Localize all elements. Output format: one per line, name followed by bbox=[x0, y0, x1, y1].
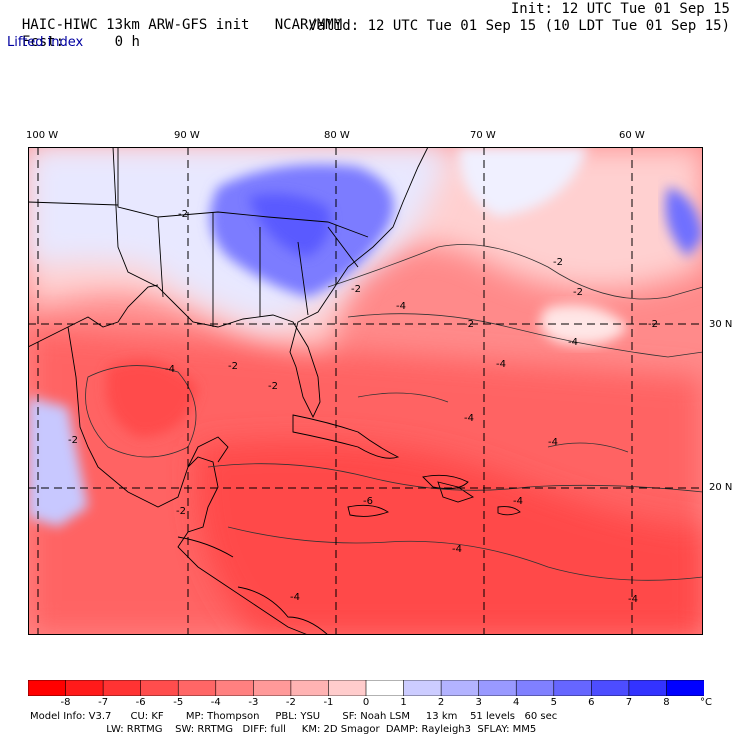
contour-label: -4 bbox=[513, 496, 523, 507]
lifted-index-map[interactable]: -2 -2 -2 -2 -2 -2 -2 -2 -2 -2 -4 -4 -4 -… bbox=[28, 147, 703, 635]
contour-label: -2 bbox=[68, 435, 78, 446]
model-info-line1: Model Info: V3.7 CU: KF MP: Thompson PBL… bbox=[30, 711, 558, 722]
colorbar-swatch bbox=[102, 680, 142, 696]
model-title-text: HAIC-HIWC 13km ARW-GFS init bbox=[21, 17, 250, 33]
contour-label: -4 bbox=[452, 544, 462, 555]
colorbar-swatch bbox=[365, 680, 405, 696]
colorbar-swatch bbox=[666, 680, 704, 696]
colorbar-swatch bbox=[215, 680, 255, 696]
contour-label: -2 bbox=[553, 257, 563, 268]
graticule bbox=[28, 147, 703, 635]
colorbar-tick-label: 2 bbox=[437, 697, 445, 708]
contour-label: -6 bbox=[363, 496, 373, 507]
contour-labels: -2 -2 -2 -2 -2 -2 -2 -2 -2 -2 -4 -4 -4 -… bbox=[68, 209, 658, 605]
map-frame bbox=[28, 147, 703, 635]
init-time: Init: 12 UTC Tue 01 Sep 15 bbox=[510, 1, 730, 17]
lon-label-80w: 80 W bbox=[324, 130, 350, 141]
contour-label: -2 bbox=[228, 361, 238, 372]
contour-label: -4 bbox=[290, 592, 300, 603]
contour-label: -4 bbox=[548, 437, 558, 448]
colorbar-unit: °C bbox=[700, 697, 712, 708]
colorbar-swatch bbox=[65, 680, 104, 696]
colorbar-swatch bbox=[328, 680, 367, 696]
colorbar-tick-label: -7 bbox=[98, 697, 109, 708]
lat-label-20n: 20 N bbox=[709, 482, 733, 493]
colorbar-swatch bbox=[28, 680, 67, 696]
colorbar-tick-label: 8 bbox=[663, 697, 670, 708]
contour-label: -2 bbox=[464, 319, 474, 330]
contour-label: -4 bbox=[396, 301, 406, 312]
contours bbox=[85, 244, 703, 581]
colorbar-swatch bbox=[553, 680, 593, 696]
model-info-line2: LW: RRTMG SW: RRTMG DIFF: full KM: 2D Sm… bbox=[30, 724, 537, 735]
contour-label: -2 bbox=[573, 287, 583, 298]
colorbar-swatch bbox=[140, 680, 180, 696]
colorbar-tick-label: -5 bbox=[173, 697, 184, 708]
colorbar-tick-label: 4 bbox=[513, 697, 520, 708]
colorbar-swatch bbox=[628, 680, 668, 696]
colorbar-swatch bbox=[177, 680, 217, 696]
contour-label: -2 bbox=[648, 319, 658, 330]
model-title: HAIC-HIWC 13km ARW-GFS init NCAR/MMM bbox=[5, 1, 342, 33]
contour-label: -2 bbox=[268, 381, 278, 392]
colorbar-tick-label: -8 bbox=[60, 697, 71, 708]
lon-label-100w: 100 W bbox=[26, 130, 59, 141]
colorbar-swatch bbox=[591, 680, 630, 696]
colorbar-swatch bbox=[515, 680, 555, 696]
colorbar-swatch bbox=[403, 680, 442, 696]
lat-label-30n: 30 N bbox=[709, 319, 733, 330]
colorbar-swatch bbox=[253, 680, 292, 696]
field-name: Lifted index bbox=[7, 35, 84, 50]
colorbar-tick-label: 7 bbox=[625, 697, 633, 708]
contour-label: -4 bbox=[464, 413, 474, 424]
colorbar-tick-label: 6 bbox=[588, 697, 595, 708]
lon-label-90w: 90 W bbox=[174, 130, 200, 141]
contour-label: -2 bbox=[176, 506, 186, 517]
colorbar-tick-label: -3 bbox=[248, 697, 259, 708]
colorbar-tick-label: 3 bbox=[475, 697, 482, 708]
forecast-value: 0 h bbox=[114, 34, 140, 50]
lon-label-60w: 60 W bbox=[619, 130, 645, 141]
colorbar-tick-label: -1 bbox=[323, 697, 334, 708]
forecast-label: Fcst: bbox=[21, 34, 65, 50]
forecast-hour: Fcst: 0 h bbox=[5, 18, 140, 50]
colorbar-swatch bbox=[478, 680, 518, 696]
shaded-field bbox=[28, 147, 703, 635]
org-label: NCAR/MMM bbox=[274, 17, 343, 33]
contour-label: -2 bbox=[351, 284, 361, 295]
colorbar bbox=[28, 680, 704, 696]
contour-label: -4 bbox=[496, 359, 506, 370]
coastlines bbox=[28, 147, 521, 635]
contour-label: -4 bbox=[628, 594, 638, 605]
colorbar-tick-label: -4 bbox=[210, 697, 221, 708]
colorbar-swatch bbox=[440, 680, 480, 696]
contour-label: -4 bbox=[568, 337, 578, 348]
valid-time: Valid: 12 UTC Tue 01 Sep 15 (10 LDT Tue … bbox=[308, 18, 730, 34]
colorbar-tick-label: 0 bbox=[362, 697, 370, 708]
contour-label: -2 bbox=[178, 209, 188, 220]
colorbar-tick-label: -2 bbox=[285, 697, 296, 708]
lon-label-70w: 70 W bbox=[470, 130, 496, 141]
colorbar-tick-label: -6 bbox=[135, 697, 146, 708]
colorbar-tick-label: 5 bbox=[550, 697, 557, 708]
colorbar-swatch bbox=[290, 680, 330, 696]
contour-label: -4 bbox=[165, 364, 175, 375]
colorbar-tick-label: 1 bbox=[400, 697, 407, 708]
